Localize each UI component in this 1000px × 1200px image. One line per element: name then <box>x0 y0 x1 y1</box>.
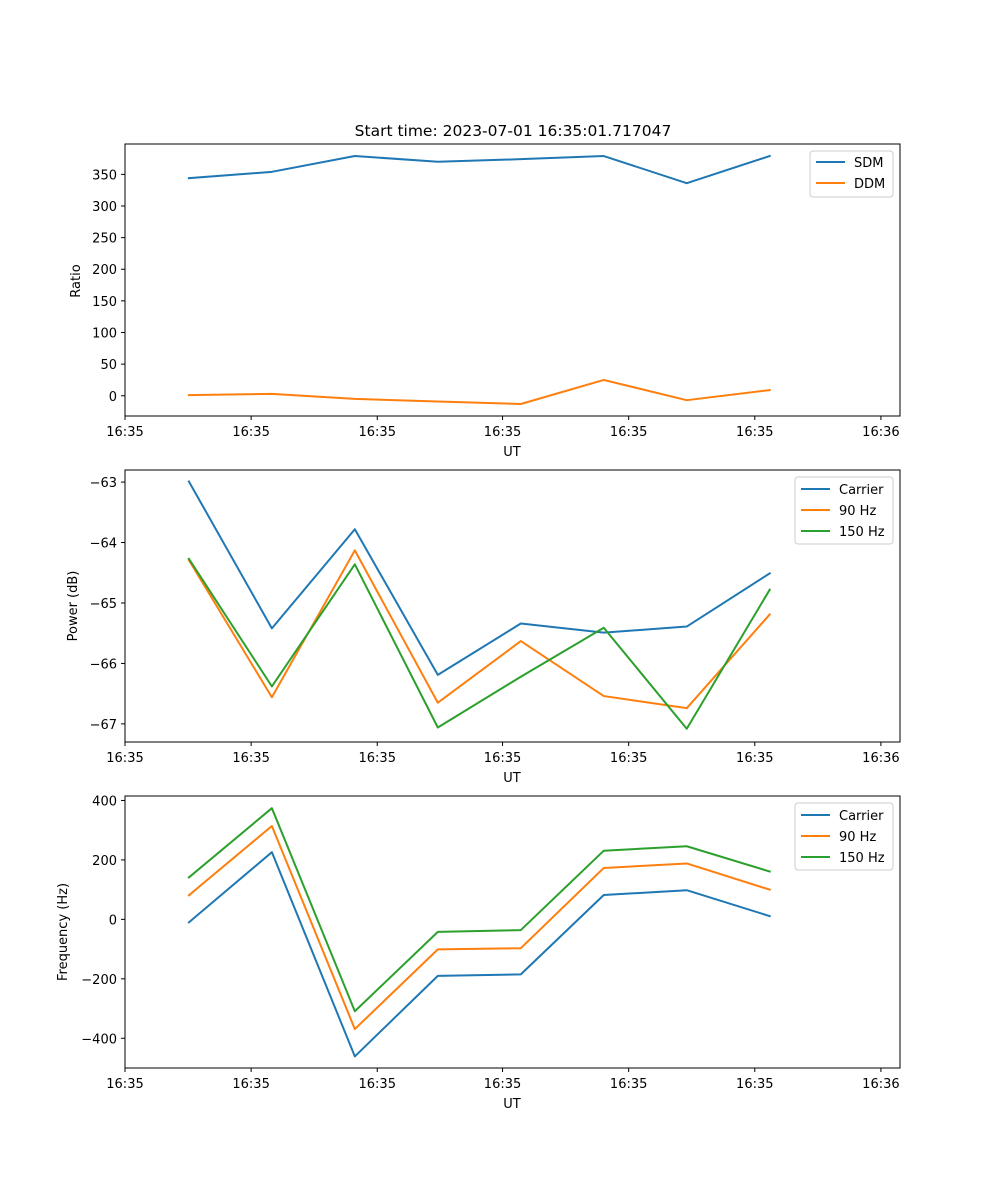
power-legend: Carrier 90 Hz 150 Hz <box>794 476 894 545</box>
frequency-legend-frame <box>794 802 894 871</box>
power-series-90-hz-line <box>187 549 772 710</box>
power-series-carrier-line <box>187 480 772 676</box>
ratio-x-tick-label: 16:36 <box>862 425 899 440</box>
frequency-y-tick-label: −400 <box>81 1032 117 1047</box>
frequency-legend-label-90hz: 90 Hz <box>839 830 876 845</box>
ratio-series-ddm-line <box>187 378 771 405</box>
power-legend-frame <box>794 476 894 545</box>
frequency-y-tick-label: 0 <box>109 913 117 928</box>
ratio-x-tick-label: 16:35 <box>359 425 396 440</box>
frequency-y-ticks: −400 −200 0 200 400 <box>81 794 125 1047</box>
ratio-x-tick-label: 16:35 <box>232 425 269 440</box>
power-x-tick-label: 16:35 <box>359 751 396 766</box>
frequency-series-150-hz-line <box>187 807 771 1013</box>
power-y-tick-label: −64 <box>90 537 117 552</box>
power-x-tick-label: 16:35 <box>736 751 773 766</box>
ratio-legend-label-ddm: DDM <box>854 177 885 192</box>
ratio-x-tick-label: 16:35 <box>736 425 773 440</box>
frequency-panel: 16:35 16:35 16:35 16:35 16:35 16:35 16:36 −400… <box>56 794 901 1112</box>
ratio-legend-label-sdm: SDM <box>854 156 883 171</box>
ratio-legend: SDM DDM <box>809 150 894 198</box>
power-y-tick-label: −66 <box>90 657 117 672</box>
power-series-150-hz-line <box>187 557 772 730</box>
frequency-x-tick-label: 16:35 <box>736 1077 773 1092</box>
power-x-tick-label: 16:35 <box>106 751 143 766</box>
frequency-legend-label-carrier: Carrier <box>839 809 884 824</box>
frequency-y-axis-label: Frequency (Hz) <box>56 883 71 981</box>
ratio-y-ticks: 0 50 100 150 200 250 300 350 <box>92 168 125 405</box>
ratio-x-ticks: 16:35 16:35 16:35 16:35 16:35 16:35 16:36 <box>106 416 900 440</box>
ratio-y-tick-label: 300 <box>92 200 117 215</box>
power-y-tick-label: −67 <box>90 718 117 733</box>
ratio-x-axis-label: UT <box>503 445 521 460</box>
ratio-y-tick-label: 250 <box>92 232 117 247</box>
power-legend-label-150hz: 150 Hz <box>839 525 885 540</box>
power-y-tick-label: −63 <box>90 476 117 491</box>
frequency-plot: 16:35 16:35 16:35 16:35 16:35 16:35 16:36 −400… <box>81 794 901 1092</box>
power-x-tick-label: 16:35 <box>232 751 269 766</box>
frequency-legend-label-150hz: 150 Hz <box>839 851 885 866</box>
frequency-y-tick-label: 400 <box>92 794 117 809</box>
power-x-tick-label: 16:35 <box>484 751 521 766</box>
ratio-gridless-plot: 16:35 16:35 16:35 16:35 16:35 16:35 16:36 0 50 1… <box>92 143 901 440</box>
power-x-axis-label: UT <box>503 771 521 786</box>
ratio-series-sdm-line <box>187 154 771 185</box>
ratio-x-tick-label: 16:35 <box>106 425 143 440</box>
frequency-x-tick-label: 16:35 <box>232 1077 269 1092</box>
ratio-y-axis-label: Ratio <box>69 264 84 297</box>
ratio-y-tick-label: 100 <box>92 327 117 342</box>
ratio-y-tick-label: 50 <box>100 358 117 373</box>
power-x-ticks: 16:35 16:35 16:35 16:35 16:35 16:35 16:36 <box>106 742 900 766</box>
power-series-layer <box>187 480 772 730</box>
power-y-ticks: −67 −66 −65 −64 −63 <box>90 476 125 733</box>
ratio-panel: Start time: 2023-07-01 16:35:01.717047 1… <box>69 122 901 460</box>
frequency-y-tick-label: −200 <box>81 973 117 988</box>
frequency-series-carrier-line <box>187 851 771 1058</box>
frequency-legend: Carrier 90 Hz 150 Hz <box>794 802 894 871</box>
frequency-y-tick-label: 200 <box>92 854 117 869</box>
ratio-axes-frame <box>124 143 901 417</box>
power-y-axis-label: Power (dB) <box>66 571 81 642</box>
frequency-axes-frame <box>124 795 901 1069</box>
frequency-x-tick-label: 16:36 <box>862 1077 899 1092</box>
power-x-tick-label: 16:35 <box>610 751 647 766</box>
power-legend-label-90hz: 90 Hz <box>839 504 876 519</box>
frequency-x-tick-label: 16:35 <box>610 1077 647 1092</box>
ratio-y-tick-label: 200 <box>92 263 117 278</box>
frequency-x-tick-label: 16:35 <box>359 1077 396 1092</box>
ratio-series-layer <box>187 154 771 405</box>
power-legend-label-carrier: Carrier <box>839 483 884 498</box>
power-panel: 16:35 16:35 16:35 16:35 16:35 16:35 16:36 −67−… <box>66 469 901 786</box>
ratio-y-tick-label: 350 <box>92 168 117 183</box>
frequency-series-90-hz-line <box>187 825 771 1031</box>
frequency-x-ticks: 16:35 16:35 16:35 16:35 16:35 16:35 16:36 <box>106 1068 900 1092</box>
ratio-x-tick-label: 16:35 <box>484 425 521 440</box>
power-y-tick-label: −65 <box>90 597 117 612</box>
chart-title: Start time: 2023-07-01 16:35:01.717047 <box>355 122 672 140</box>
ratio-x-tick-label: 16:35 <box>610 425 647 440</box>
ratio-y-tick-label: 150 <box>92 295 117 310</box>
power-axes-frame <box>124 469 901 743</box>
frequency-x-tick-label: 16:35 <box>484 1077 521 1092</box>
power-plot: 16:35 16:35 16:35 16:35 16:35 16:35 16:36 −67−… <box>90 469 901 766</box>
frequency-x-tick-label: 16:35 <box>106 1077 143 1092</box>
power-x-tick-label: 16:36 <box>862 751 899 766</box>
ratio-y-tick-label: 0 <box>109 390 117 405</box>
frequency-series-layer <box>187 807 771 1058</box>
frequency-x-axis-label: UT <box>503 1097 521 1112</box>
